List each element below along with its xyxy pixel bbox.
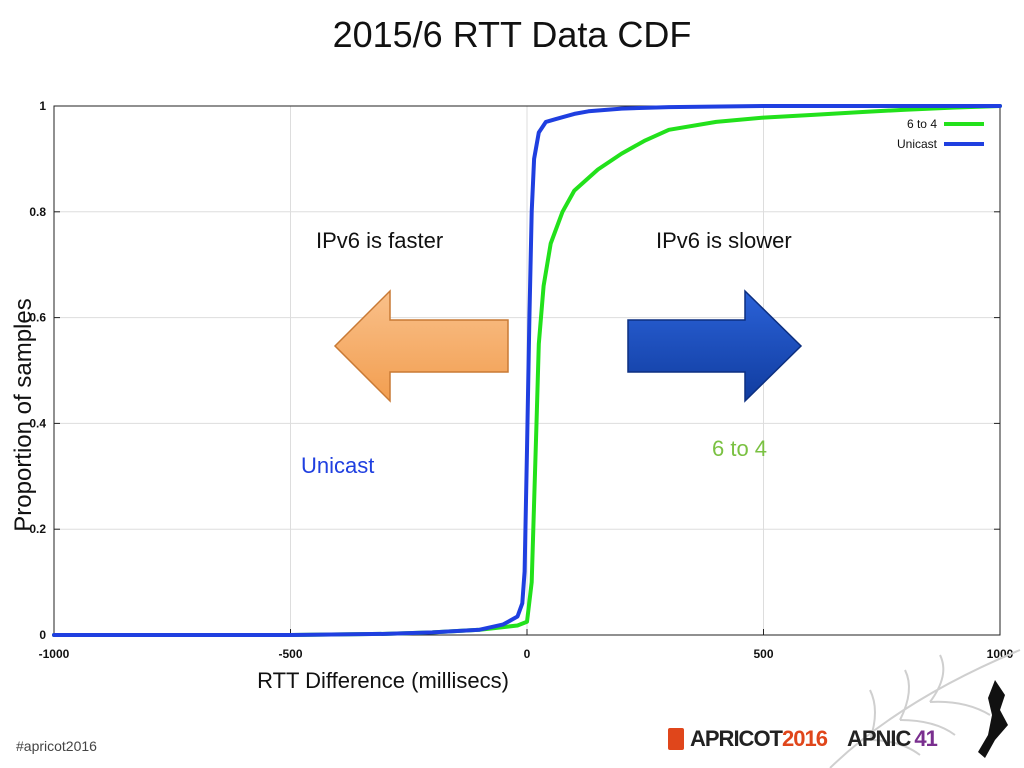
- fern-watermark-icon: [829, 649, 1021, 768]
- ipv6-faster-label: IPv6 is faster: [316, 228, 444, 253]
- slide-title: 2015/6 RTT Data CDF: [332, 14, 692, 55]
- event-hashtag: #apricot2016: [16, 738, 97, 754]
- y-tick-label: 1: [39, 99, 46, 113]
- x-tick-label: -500: [278, 647, 302, 661]
- footer-logos: APRICOT2016 APNIC 41: [668, 726, 938, 752]
- y-tick-label: 0.6: [29, 311, 46, 325]
- legend-label: Unicast: [897, 137, 938, 151]
- faster-arrow: [333, 289, 509, 403]
- direction-arrows: [333, 289, 803, 403]
- y-tick-label: 0.8: [29, 205, 46, 219]
- unicast-annotation: Unicast: [301, 453, 375, 478]
- x-axis-label: RTT Difference (millisecs): [257, 668, 509, 693]
- apricot-logo: APRICOT2016: [690, 726, 828, 751]
- series-lines: [52, 104, 1002, 637]
- x-tick-label: 1000: [987, 647, 1014, 661]
- legend: 6 to 4 Unicast: [897, 117, 984, 151]
- nz-map-icon: [978, 680, 1008, 758]
- x-tick-label: -1000: [39, 647, 70, 661]
- x-tick-label: 0: [524, 647, 531, 661]
- legend-label: 6 to 4: [907, 117, 937, 131]
- apricot-logo-icon: [668, 728, 684, 750]
- series-line-unicast: [52, 104, 1002, 637]
- slower-arrow: [627, 289, 803, 403]
- y-axis-label: Proportion of samples: [10, 298, 37, 532]
- y-tick-label: 0.4: [29, 416, 46, 430]
- six-to-four-annotation: 6 to 4: [712, 436, 768, 461]
- apnic-logo: APNIC 41: [846, 726, 938, 751]
- y-tick-label: 0: [39, 628, 46, 642]
- x-tick-label: 500: [753, 647, 773, 661]
- axis-ticks: -1000 -500 0 500 1000 0 0.2 0.4 0.6 0.8 1: [29, 99, 1013, 661]
- ipv6-slower-label: IPv6 is slower: [656, 228, 792, 253]
- y-tick-label: 0.2: [29, 522, 46, 536]
